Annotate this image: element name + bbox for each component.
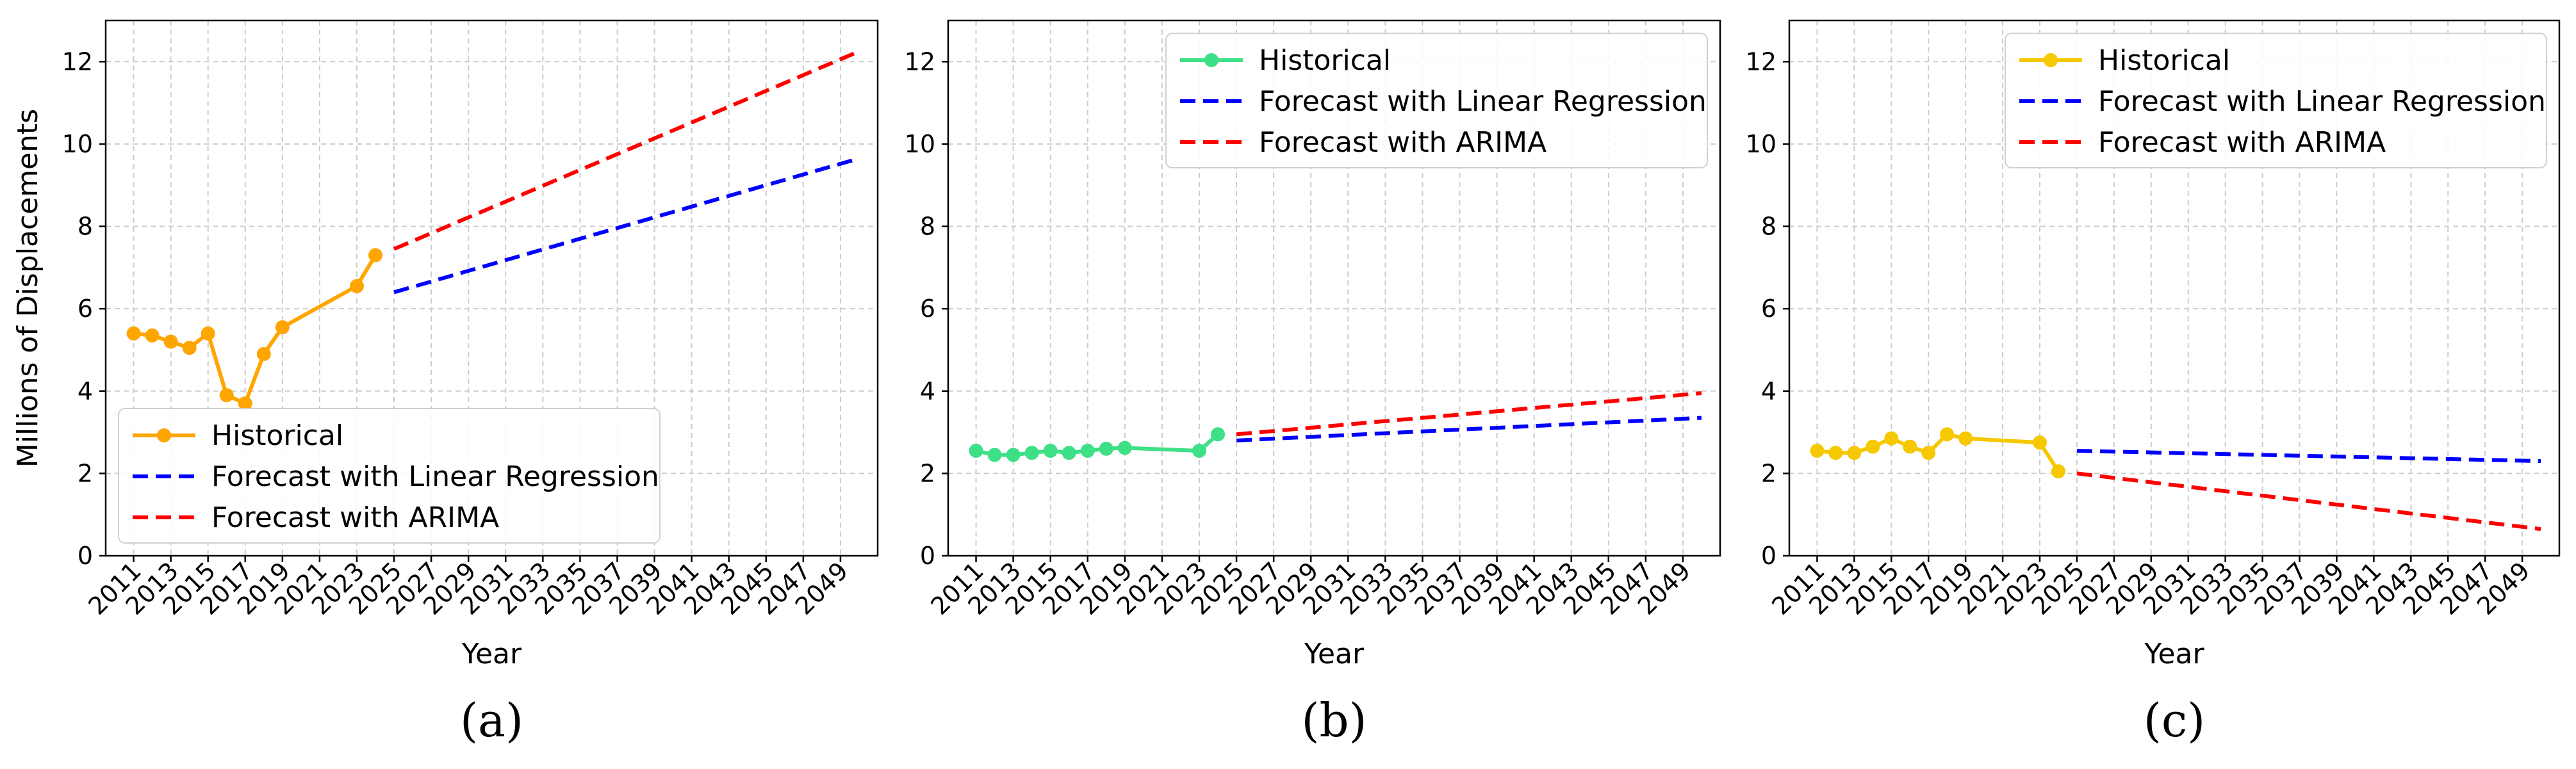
y-tick-label: 10 xyxy=(1746,130,1776,158)
data-point xyxy=(969,444,983,458)
data-point xyxy=(1828,446,1843,460)
data-point xyxy=(219,388,234,403)
series-line-3 xyxy=(1236,391,1702,437)
y-tick-label: 0 xyxy=(920,542,935,570)
series-line-1 xyxy=(133,254,377,406)
legend-label-1: Historical xyxy=(211,419,343,452)
y-tick-label: 4 xyxy=(1761,377,1776,405)
y-tick-label: 2 xyxy=(78,459,93,487)
legend: Historical Forecast with Linear Regressio… xyxy=(2005,33,2547,168)
data-point xyxy=(1810,444,1825,458)
data-point xyxy=(1903,439,1917,454)
chart-panel-2: 0246810122011201320152017201920212023202… xyxy=(905,19,1721,747)
y-tick-label: 8 xyxy=(920,213,935,241)
y-tick-label: 4 xyxy=(920,377,935,405)
data-point xyxy=(238,396,252,411)
panel-caption: (c) xyxy=(2144,693,2206,747)
y-tick-label: 6 xyxy=(78,295,93,323)
x-axis-label: Year xyxy=(461,638,522,670)
data-point xyxy=(987,448,1002,462)
data-point xyxy=(1940,427,1955,442)
data-point xyxy=(1117,441,1132,455)
legend-marker xyxy=(157,428,171,442)
x-axis-label: Year xyxy=(1304,638,1365,670)
data-point xyxy=(256,346,271,361)
chart-panel-1: 0246810122011201320152017201920212023202… xyxy=(12,19,879,747)
data-point xyxy=(1884,431,1899,446)
legend-box xyxy=(1165,33,1708,168)
data-point xyxy=(1024,446,1039,460)
series-line-2 xyxy=(2076,449,2541,464)
legend-label-3: Forecast with ARIMA xyxy=(1259,126,1546,159)
chart-panel-3: 0246810122011201320152017201920212023202… xyxy=(1746,19,2561,747)
data-point xyxy=(349,279,364,293)
y-tick-label: 8 xyxy=(1761,213,1776,241)
legend-marker xyxy=(1204,53,1218,67)
panel-caption: (a) xyxy=(460,693,523,747)
legend-box xyxy=(118,408,660,544)
legend-box xyxy=(2005,33,2547,168)
legend-label-1: Historical xyxy=(2098,44,2230,77)
data-point xyxy=(126,326,141,341)
y-tick-label: 10 xyxy=(62,130,93,158)
data-point xyxy=(1080,444,1095,458)
y-tick-label: 6 xyxy=(920,295,935,323)
y-tick-label: 2 xyxy=(920,459,935,487)
data-point xyxy=(2051,464,2065,479)
data-point xyxy=(1847,446,1862,460)
series-line-2 xyxy=(393,156,860,295)
data-point xyxy=(1958,431,1973,446)
data-point xyxy=(1099,441,1113,456)
data-point xyxy=(201,326,215,341)
data-point xyxy=(1866,439,1880,454)
data-point xyxy=(2033,435,2047,450)
data-point xyxy=(145,328,160,343)
data-point xyxy=(1043,444,1058,458)
legend-label-2: Forecast with Linear Regression xyxy=(1259,85,1707,118)
y-tick-label: 8 xyxy=(78,213,93,241)
y-tick-label: 2 xyxy=(1761,459,1776,487)
data-point xyxy=(1921,446,1936,460)
panel-caption: (b) xyxy=(1301,693,1366,747)
series-line-3 xyxy=(393,49,860,251)
legend-label-1: Historical xyxy=(1259,44,1391,77)
y-tick-label: 4 xyxy=(78,377,93,405)
legend-label-3: Forecast with ARIMA xyxy=(211,501,499,534)
data-point xyxy=(275,320,290,335)
legend-label-2: Forecast with Linear Regression xyxy=(211,460,659,493)
y-tick-label: 6 xyxy=(1761,295,1776,323)
legend: Historical Forecast with Linear Regressio… xyxy=(118,408,660,544)
plot-frame xyxy=(947,19,1721,557)
y-tick-label: 0 xyxy=(78,542,93,570)
data-point xyxy=(182,341,197,355)
y-tick-label: 12 xyxy=(62,47,93,76)
data-point xyxy=(1006,448,1021,462)
y-tick-label: 0 xyxy=(1761,542,1776,570)
data-point xyxy=(1062,446,1076,460)
legend-label-3: Forecast with ARIMA xyxy=(2098,126,2386,159)
legend-label-2: Forecast with Linear Regression xyxy=(2098,85,2546,118)
legend-marker xyxy=(2044,53,2058,67)
y-tick-label: 10 xyxy=(905,130,935,158)
series-line-3 xyxy=(2076,471,2541,531)
x-axis-label: Year xyxy=(2144,638,2204,670)
data-point xyxy=(368,248,383,263)
y-tick-label: 12 xyxy=(905,47,935,76)
plot-frame xyxy=(104,19,879,557)
y-axis-label: Millions of Displacements xyxy=(12,109,44,467)
legend: Historical Forecast with Linear Regressio… xyxy=(1165,33,1708,168)
y-tick-label: 12 xyxy=(1746,47,1776,76)
plot-frame xyxy=(1788,19,2561,557)
data-point xyxy=(163,334,178,349)
data-point xyxy=(1192,444,1206,458)
data-point xyxy=(1211,427,1226,442)
series-line-2 xyxy=(1236,416,1702,442)
